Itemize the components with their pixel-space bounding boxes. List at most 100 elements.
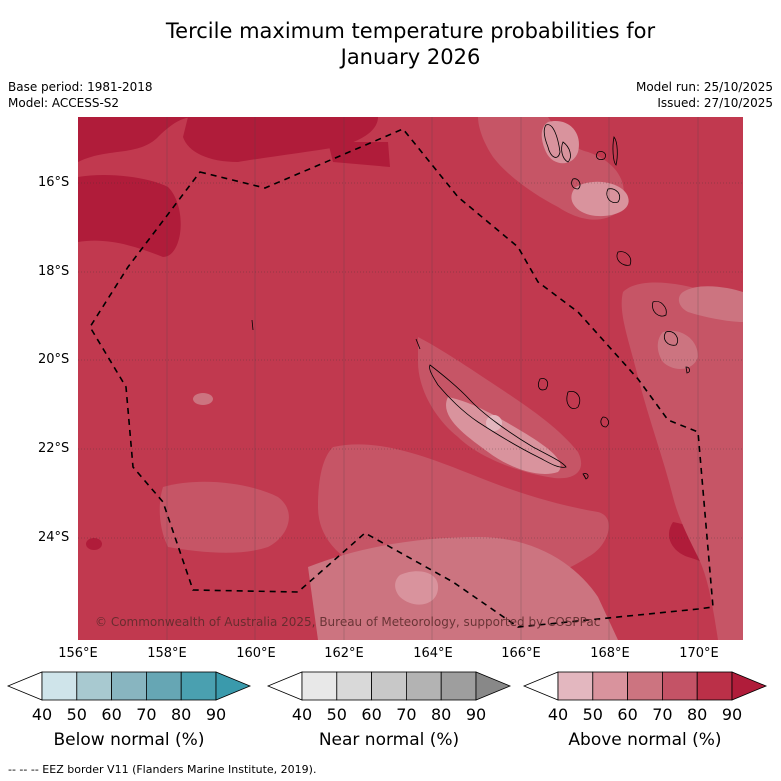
issued-date: Issued: 27/10/2025 [657, 96, 773, 110]
lat-label-18s: 18°S [38, 264, 70, 279]
region-palest [486, 415, 502, 431]
below-tick-80: 80 [171, 705, 192, 724]
colorbar-below [6, 671, 252, 701]
island-lifou [538, 378, 548, 391]
near-segment-3 [405, 671, 442, 701]
region-light-sw [159, 481, 289, 553]
region-dark-north [183, 117, 378, 162]
above-extend-high [731, 671, 768, 701]
island-tanna [663, 331, 679, 346]
colorbar-near-label: Near normal (%) [318, 730, 460, 750]
below-tick-90: 90 [205, 705, 227, 724]
island-erromango [652, 300, 667, 317]
region-dark-west [78, 175, 181, 257]
below-extend-high [215, 671, 252, 701]
above-extend-low [522, 671, 559, 701]
lon-label-160e: 160°E [236, 646, 276, 661]
colorbars [6, 671, 768, 701]
near-tick-90: 90 [465, 705, 487, 724]
colorbar-near [266, 671, 512, 701]
near-tick-60: 60 [361, 705, 382, 724]
above-tick-70: 70 [652, 705, 673, 724]
colorbar-below-label: Below normal (%) [53, 730, 205, 750]
below-tick-70: 70 [136, 705, 157, 724]
near-segment-4 [440, 671, 477, 701]
near-segment-0 [301, 671, 338, 701]
above-segment-2 [627, 671, 663, 701]
below-segment-3 [145, 671, 182, 701]
map-title: Tercile maximum temperature probabilitie… [0, 18, 781, 70]
title-line-2: January 2026 [340, 45, 481, 69]
island-maewo [612, 136, 618, 166]
eez-border [89, 128, 714, 628]
island-mare [566, 390, 581, 409]
lon-label-156e: 156°E [58, 646, 98, 661]
probability-map: © Commonwealth of Australia 2025, Bureau… [78, 117, 743, 640]
above-tick-60: 60 [617, 705, 638, 724]
near-extend-low [266, 671, 303, 701]
below-extend-low [6, 671, 43, 701]
near-tick-70: 70 [396, 705, 417, 724]
island-loyalty [600, 416, 609, 428]
island-pentecost [596, 151, 606, 160]
region-lighter-south [308, 537, 618, 640]
near-segment-2 [371, 671, 407, 701]
lon-label-168e: 168°E [590, 646, 630, 661]
island-pines [582, 473, 589, 480]
above-tick-80: 80 [687, 705, 708, 724]
above-tick-50: 50 [582, 705, 603, 724]
island-ambrym [571, 178, 581, 190]
lon-label-158e: 158°E [147, 646, 187, 661]
model-run: Model run: 25/10/2025 [635, 80, 773, 94]
lon-label-162e: 162°E [324, 646, 364, 661]
near-tick-50: 50 [326, 705, 347, 724]
below-tick-60: 60 [101, 705, 122, 724]
below-segment-1 [76, 671, 113, 701]
region-lighter-e [657, 330, 698, 369]
new-caledonia-outline [429, 364, 567, 468]
near-tick-80: 80 [431, 705, 452, 724]
lon-label-170e: 170°E [679, 646, 719, 661]
above-segment-0 [557, 671, 594, 701]
region-lightest-south [395, 571, 439, 605]
near-extend-high [475, 671, 512, 701]
above-segment-3 [662, 671, 698, 701]
island-west-small [251, 319, 254, 331]
region-lighter-ne [678, 286, 743, 322]
region-lightest-nc [446, 397, 561, 475]
island-walpole [583, 474, 587, 480]
base-period: Base period: 1981-2018 [8, 80, 153, 94]
island-aneityum [685, 366, 690, 374]
coastlines [251, 124, 690, 480]
below-segment-2 [111, 671, 147, 701]
above-tick-90: 90 [721, 705, 743, 724]
above-tick-40: 40 [547, 705, 569, 724]
lat-label-22s: 22°S [38, 441, 70, 456]
region-light-newcaledonia [418, 337, 582, 479]
lat-label-16s: 16°S [38, 175, 70, 190]
above-segment-4 [696, 671, 733, 701]
colorbar-above [522, 671, 768, 701]
meta-right: Model run: 25/10/2025 Issued: 27/10/2025 [636, 79, 773, 111]
below-segment-0 [41, 671, 78, 701]
region-dark-small [86, 538, 102, 550]
meta-left: Base period: 1981-2018 Model: ACCESS-S2 [8, 79, 153, 111]
island-epi [606, 188, 621, 204]
region-light-east [621, 282, 743, 640]
meridian-lines [166, 117, 699, 640]
lon-label-166e: 166°E [501, 646, 541, 661]
island-espiritu-santo [543, 124, 561, 158]
island-malo [561, 141, 571, 163]
region-lighter-small [193, 393, 213, 405]
region-dark-patch [328, 142, 390, 167]
footer-note: -- -- -- EEZ border V11 (Flanders Marine… [8, 763, 317, 776]
colorbar-above-label: Above normal (%) [568, 730, 722, 750]
below-tick-50: 50 [66, 705, 87, 724]
island-efate [616, 251, 632, 266]
near-tick-40: 40 [291, 705, 313, 724]
lat-label-20s: 20°S [38, 352, 70, 367]
below-tick-40: 40 [31, 705, 53, 724]
copyright-text: © Commonwealth of Australia 2025, Bureau… [95, 615, 600, 629]
region-lightest-vanuatu-s [571, 181, 629, 217]
title-line-1: Tercile maximum temperature probabilitie… [165, 19, 656, 43]
